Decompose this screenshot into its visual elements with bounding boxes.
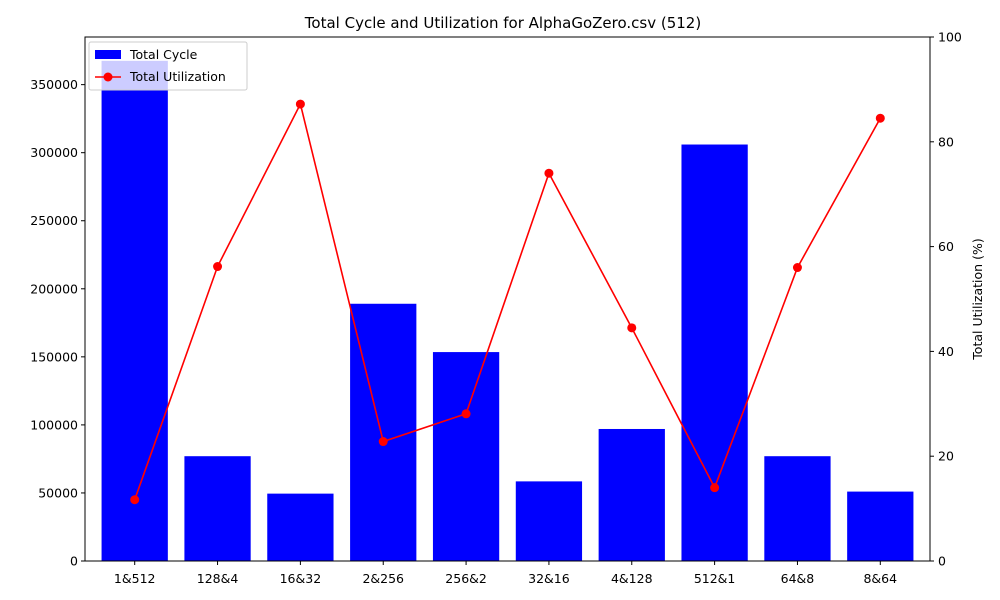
utilization-point-32&16 xyxy=(544,168,554,178)
x-tick-label: 64&8 xyxy=(781,571,815,586)
x-tick-label: 8&64 xyxy=(863,571,897,586)
utilization-point-64&8 xyxy=(792,263,802,273)
x-tick-label: 512&1 xyxy=(694,571,736,586)
utilization-point-4&128 xyxy=(627,323,637,333)
x-tick-label: 4&128 xyxy=(611,571,653,586)
x-axis: 1&512 128&4 16&32 2&256 256&2 32&16 4&128 512&1… xyxy=(114,561,897,586)
x-tick-label: 16&32 xyxy=(280,571,322,586)
utilization-point-1&512 xyxy=(130,495,140,505)
utilization-point-16&32 xyxy=(295,99,305,109)
right-tick-label: 0 xyxy=(938,554,946,569)
utilization-line xyxy=(133,101,881,500)
legend-bar-swatch xyxy=(95,50,121,59)
plot-frame xyxy=(84,36,931,562)
left-tick-label: 200000 xyxy=(30,281,78,296)
legend-line-label: Total Utilization xyxy=(129,69,226,84)
bar-128&4 xyxy=(184,456,251,561)
utilization-point-512&1 xyxy=(710,483,720,493)
right-axis-label: Total Utilization (%) xyxy=(970,238,985,360)
utilization-point-128&4 xyxy=(213,262,223,272)
x-tick-label: 128&4 xyxy=(197,571,239,586)
bar-2&256 xyxy=(350,303,417,561)
right-tick-label: 20 xyxy=(938,449,954,464)
right-tick-label: 40 xyxy=(938,344,954,359)
right-tick-label: 100 xyxy=(938,30,962,45)
x-tick-label: 256&2 xyxy=(445,571,487,586)
left-tick-label: 300000 xyxy=(30,145,78,160)
right-y-axis: 0 20 40 60 80 100 xyxy=(930,30,962,569)
legend-box xyxy=(88,41,248,91)
left-tick-label: 350000 xyxy=(30,77,78,92)
legend: Total Cycle Total Utilization xyxy=(88,41,248,91)
bar-512&1 xyxy=(681,144,748,561)
left-tick-label: 50000 xyxy=(38,485,78,500)
left-tick-label: 250000 xyxy=(30,213,78,228)
bar-16&32 xyxy=(267,493,334,561)
right-tick-label: 80 xyxy=(938,134,954,149)
bar-64&8 xyxy=(764,456,831,561)
left-tick-label: 0 xyxy=(70,554,78,569)
utilization-point-8&64 xyxy=(875,113,885,123)
legend-bar-label: Total Cycle xyxy=(129,47,198,62)
bar-8&64 xyxy=(847,491,914,561)
bar-32&16 xyxy=(515,481,583,561)
bar-256&2 xyxy=(432,352,500,561)
x-tick-label: 1&512 xyxy=(114,571,156,586)
utilization-point-2&256 xyxy=(378,437,388,447)
line-series xyxy=(130,99,885,505)
bar-1&512 xyxy=(101,60,168,562)
x-tick-label: 2&256 xyxy=(362,571,404,586)
left-y-axis: 0 50000 100000 150000 200000 250000 300000 3500… xyxy=(30,77,85,569)
left-tick-label: 100000 xyxy=(30,417,78,432)
legend-line-marker xyxy=(103,72,113,82)
bar-4&128 xyxy=(598,428,665,561)
x-tick-label: 32&16 xyxy=(528,571,570,586)
left-tick-label: 150000 xyxy=(30,349,78,364)
utilization-point-256&2 xyxy=(461,409,471,419)
right-tick-label: 60 xyxy=(938,239,954,254)
bar-series xyxy=(101,60,914,562)
chart-title: Total Cycle and Utilization for AlphaGoZ… xyxy=(304,14,701,32)
